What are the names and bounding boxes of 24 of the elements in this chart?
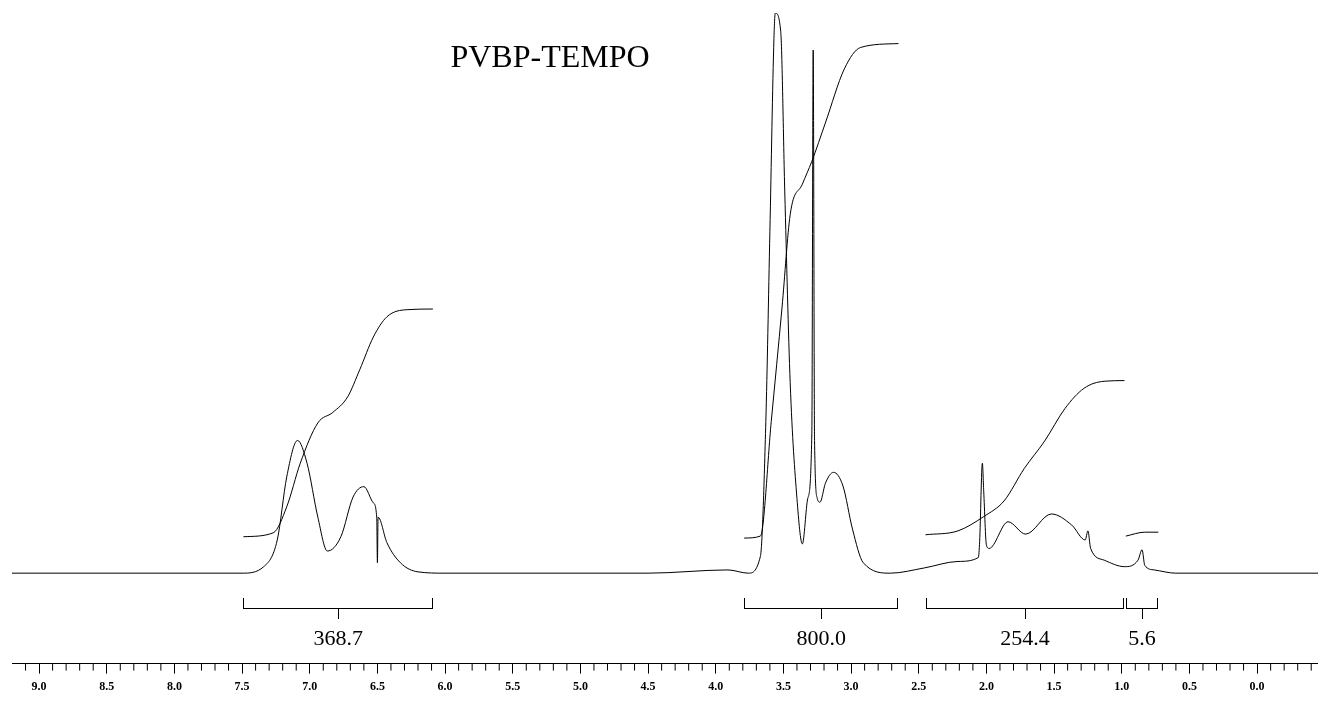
x-tick-label: 0.0 bbox=[1249, 678, 1265, 693]
annotation: 254.4 bbox=[1000, 625, 1050, 651]
x-tick-label: 7.5 bbox=[234, 678, 250, 693]
x-tick-label: 2.0 bbox=[978, 678, 994, 693]
x-tick-label: 8.0 bbox=[166, 678, 182, 693]
x-tick-label: 5.5 bbox=[505, 678, 521, 693]
x-tick-label: 0.5 bbox=[1181, 678, 1197, 693]
x-tick-label: 4.0 bbox=[708, 678, 724, 693]
x-tick-label: 1.5 bbox=[1046, 678, 1062, 693]
annotation: 800.0 bbox=[796, 625, 847, 651]
x-tick-label: 7.0 bbox=[302, 678, 318, 693]
x-tick-label: 1.0 bbox=[1114, 678, 1130, 693]
x-tick-label: 6.5 bbox=[369, 678, 385, 693]
x-tick-label: 6.0 bbox=[437, 678, 453, 693]
x-tick-label: 4.5 bbox=[640, 678, 656, 693]
x-tick-label: 9.0 bbox=[31, 678, 47, 693]
x-tick-label: 5.0 bbox=[572, 678, 588, 693]
text: PVBP-TEMPO bbox=[449, 38, 651, 75]
x-tick-label: 8.5 bbox=[99, 678, 115, 693]
annotation: 5.6 bbox=[1128, 625, 1156, 651]
x-tick-label: 3.5 bbox=[775, 678, 791, 693]
x-tick-label: 2.5 bbox=[911, 678, 927, 693]
annotation: 368.7 bbox=[313, 625, 363, 651]
x-tick-label: 3.0 bbox=[843, 678, 859, 693]
